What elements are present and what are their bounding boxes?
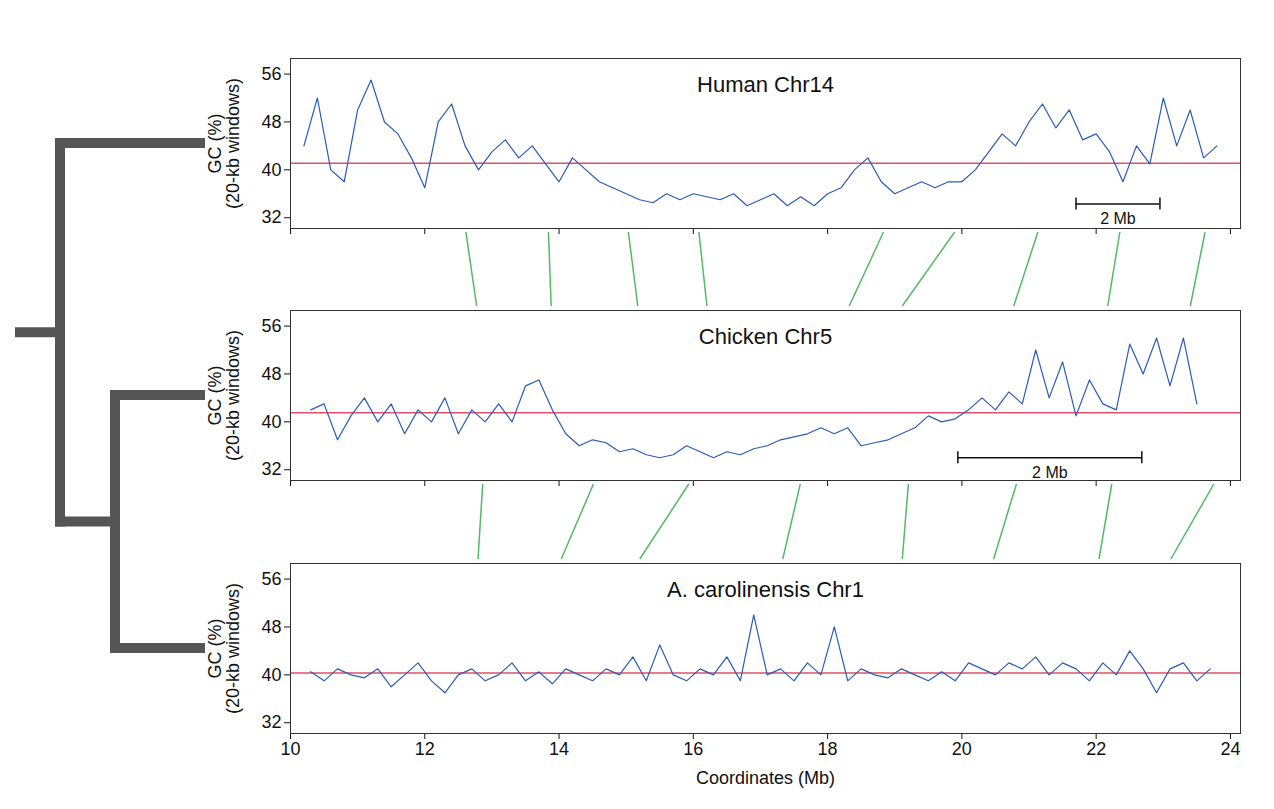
svg-text:48: 48 <box>261 364 281 384</box>
svg-text:20: 20 <box>952 739 972 759</box>
svg-text:22: 22 <box>1086 739 1106 759</box>
svg-text:48: 48 <box>261 617 281 637</box>
svg-text:Coordinates (Mb): Coordinates (Mb) <box>696 768 835 788</box>
svg-text:10: 10 <box>280 739 300 759</box>
svg-text:56: 56 <box>261 569 281 589</box>
svg-text:32: 32 <box>261 207 281 227</box>
svg-text:2 Mb: 2 Mb <box>1032 464 1068 481</box>
svg-text:Human Chr14: Human Chr14 <box>697 72 834 97</box>
svg-text:48: 48 <box>261 112 281 132</box>
svg-text:Chicken Chr5: Chicken Chr5 <box>699 324 832 349</box>
svg-text:56: 56 <box>261 316 281 336</box>
svg-text:32: 32 <box>261 459 281 479</box>
svg-text:40: 40 <box>261 665 281 685</box>
svg-text:12: 12 <box>415 739 435 759</box>
svg-text:GC (%)(20-kb windows): GC (%)(20-kb windows) <box>205 330 243 461</box>
svg-text:A. carolinensis Chr1: A. carolinensis Chr1 <box>667 577 864 602</box>
svg-text:56: 56 <box>261 64 281 84</box>
svg-text:14: 14 <box>549 739 569 759</box>
svg-text:2 Mb: 2 Mb <box>1100 210 1136 227</box>
svg-text:GC (%)(20-kb windows): GC (%)(20-kb windows) <box>205 583 243 714</box>
svg-text:32: 32 <box>261 712 281 732</box>
svg-text:40: 40 <box>261 160 281 180</box>
svg-text:24: 24 <box>1220 739 1240 759</box>
svg-text:16: 16 <box>683 739 703 759</box>
svg-text:GC (%)(20-kb windows): GC (%)(20-kb windows) <box>205 78 243 209</box>
svg-text:40: 40 <box>261 412 281 432</box>
svg-text:18: 18 <box>818 739 838 759</box>
